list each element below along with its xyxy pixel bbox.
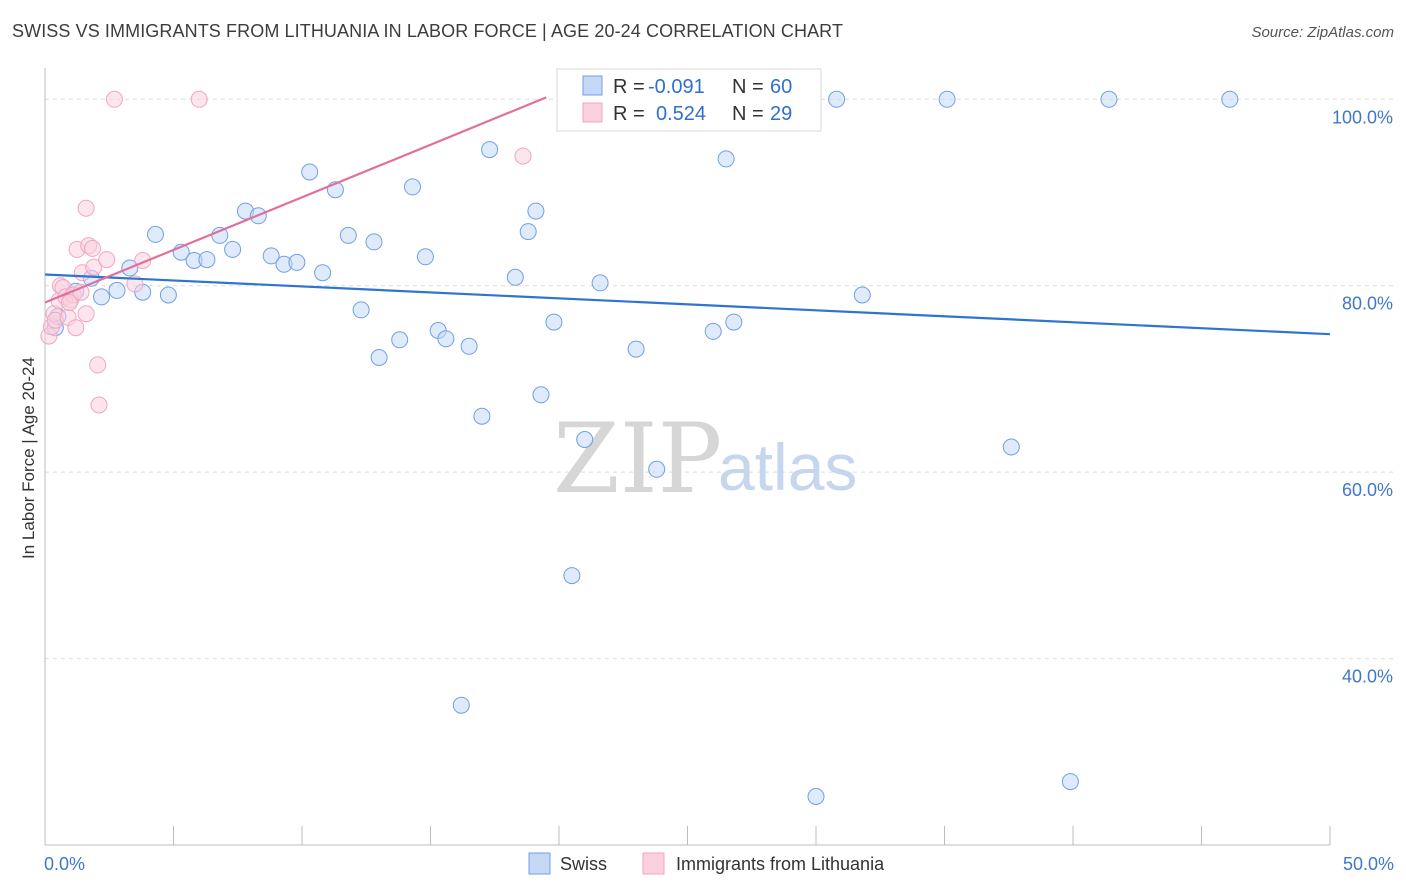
data-point (77, 199, 95, 217)
y-tick-label: 100.0% (1332, 107, 1393, 127)
x-tick-label-min: 0.0% (44, 854, 85, 874)
data-point (159, 286, 177, 304)
data-point (404, 178, 421, 196)
data-point (90, 396, 108, 414)
data-point (1221, 90, 1239, 108)
data-point (514, 147, 532, 165)
legend-swatch-swiss (528, 852, 551, 875)
data-point (288, 253, 306, 271)
stats-swatch-lithuania (582, 102, 603, 123)
data-point (481, 141, 499, 159)
data-point (506, 268, 524, 286)
data-point (370, 349, 388, 366)
data-point (591, 274, 609, 292)
data-point (224, 240, 242, 258)
data-point (545, 313, 563, 331)
trend-line-lithuania (44, 96, 547, 304)
bottom-legend: Swiss Immigrants from Lithuania (528, 852, 885, 875)
chart-title: SWISS VS IMMIGRANTS FROM LITHUANIA IN LA… (12, 21, 844, 41)
data-point (853, 286, 871, 304)
data-point (352, 301, 370, 319)
y-tick-label: 40.0% (1342, 667, 1393, 687)
y-axis-label: In Labor Force | Age 20-24 (19, 357, 38, 559)
data-point (1002, 438, 1020, 456)
stats-n-value-swiss: 60 (770, 76, 792, 98)
stats-legend: R = -0.091 N = 60 R = 0.524 N = 29 (556, 68, 822, 132)
data-point (807, 788, 825, 805)
series-lithuania-points (40, 90, 532, 414)
data-point (527, 202, 545, 220)
data-point (627, 340, 645, 358)
stats-r-value-lithuania: 0.524 (656, 103, 706, 125)
data-point (314, 264, 332, 282)
legend-swatch-lithuania (642, 852, 665, 875)
data-point (532, 386, 550, 404)
data-point (301, 163, 319, 181)
data-point (938, 90, 956, 108)
data-point (93, 288, 110, 306)
y-tick-labels: 100.0% 80.0% 60.0% 40.0% (1332, 107, 1393, 686)
data-point (473, 407, 491, 425)
data-point (1100, 90, 1118, 108)
y-tick-label: 60.0% (1342, 480, 1393, 500)
x-tick-label-max: 50.0% (1343, 854, 1394, 874)
stats-swatch-swiss (582, 75, 603, 96)
data-point (648, 460, 666, 478)
data-point (460, 337, 478, 355)
data-point (365, 233, 383, 251)
stats-n-value-lithuania: 29 (770, 103, 792, 125)
legend-label-lithuania: Immigrants from Lithuania (676, 854, 885, 874)
data-point (416, 248, 434, 266)
data-point (105, 90, 123, 108)
axes (44, 68, 1331, 846)
data-point (262, 247, 280, 265)
data-point (77, 305, 95, 323)
legend-label-swiss: Swiss (560, 854, 607, 874)
y-tick-label: 80.0% (1342, 294, 1393, 314)
data-point (60, 294, 78, 311)
data-point (339, 226, 357, 244)
stats-r-value-swiss: -0.091 (648, 76, 705, 98)
grid-lines (45, 98, 1395, 660)
data-point (190, 90, 208, 108)
data-point (98, 251, 116, 269)
data-point (391, 331, 409, 349)
source-label: Source: ZipAtlas.com (1251, 24, 1394, 41)
watermark: ZIP atlas (553, 403, 857, 515)
x-tick-labels: 0.0% 50.0% (44, 854, 1394, 874)
data-point (563, 567, 581, 585)
data-point (828, 90, 846, 108)
stats-n-label-swiss: N = (732, 76, 764, 98)
data-point (576, 431, 594, 448)
trend-line-swiss (44, 273, 1331, 336)
trend-lines (44, 96, 1331, 336)
data-point (1061, 773, 1079, 791)
data-point (108, 281, 126, 299)
data-point (725, 313, 743, 331)
data-point (452, 696, 470, 714)
data-point (89, 356, 107, 374)
watermark-atlas: atlas (718, 430, 857, 504)
stats-r-label-lithuania: R = (613, 103, 645, 125)
data-point (198, 251, 216, 269)
watermark-zip: ZIP (553, 403, 722, 515)
data-point (519, 223, 537, 241)
data-point (67, 319, 85, 337)
data-point (84, 239, 101, 257)
stats-n-label-lithuania: N = (732, 103, 764, 125)
data-point (147, 225, 164, 243)
data-point (704, 322, 722, 340)
stats-r-label-swiss: R = (613, 76, 645, 98)
data-point (437, 330, 455, 348)
data-point (717, 150, 735, 168)
data-point (85, 258, 103, 276)
